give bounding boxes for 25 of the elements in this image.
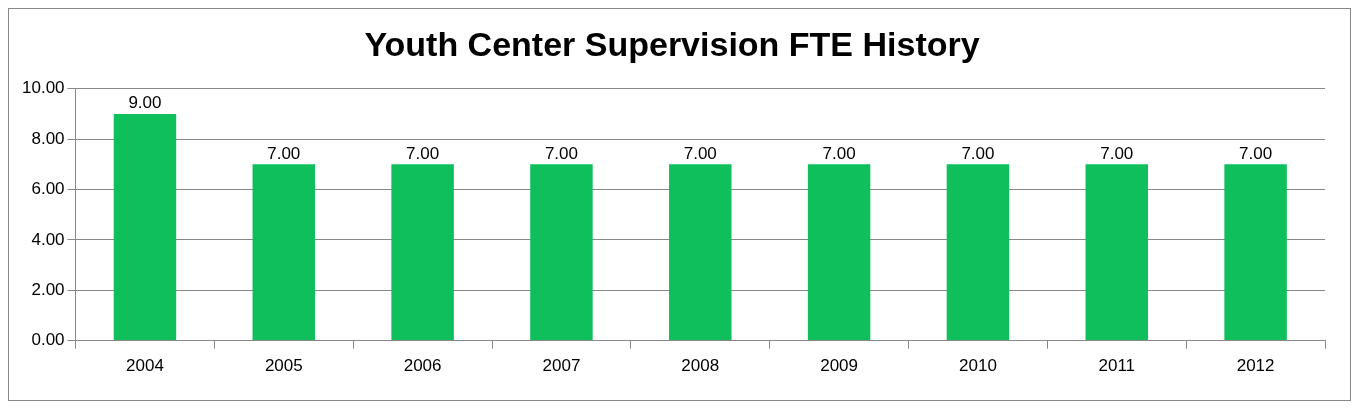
y-tick-label: 10.00 — [21, 78, 65, 98]
chart-title: Youth Center Supervision FTE History — [364, 24, 980, 63]
x-tick-label: 2012 — [1236, 356, 1275, 376]
y-tick-label: 0.00 — [31, 330, 65, 350]
y-tick-label: 2.00 — [31, 279, 65, 299]
data-label: 7.00 — [961, 143, 995, 163]
x-tick-label: 2008 — [681, 356, 720, 376]
data-label: 7.00 — [1100, 143, 1134, 163]
x-tick-label: 2010 — [959, 356, 997, 376]
x-tick-label: 2007 — [542, 356, 581, 376]
data-label: 7.00 — [267, 143, 301, 163]
data-label: 9.00 — [128, 93, 162, 113]
y-tick-label: 6.00 — [31, 179, 65, 199]
data-label: 7.00 — [822, 143, 856, 163]
y-tick-label: 8.00 — [31, 128, 65, 148]
y-tick-label: 4.00 — [31, 229, 65, 249]
x-tick-label: 2011 — [1098, 356, 1136, 376]
x-tick-label: 2005 — [264, 356, 303, 376]
x-tick-label: 2009 — [820, 356, 859, 376]
data-label: 7.00 — [406, 143, 440, 163]
data-label: 7.00 — [544, 143, 578, 163]
data-label: 7.00 — [1239, 143, 1273, 163]
x-tick-label: 2006 — [403, 356, 442, 376]
data-label: 7.00 — [683, 143, 717, 163]
x-tick-label: 2004 — [126, 356, 164, 376]
